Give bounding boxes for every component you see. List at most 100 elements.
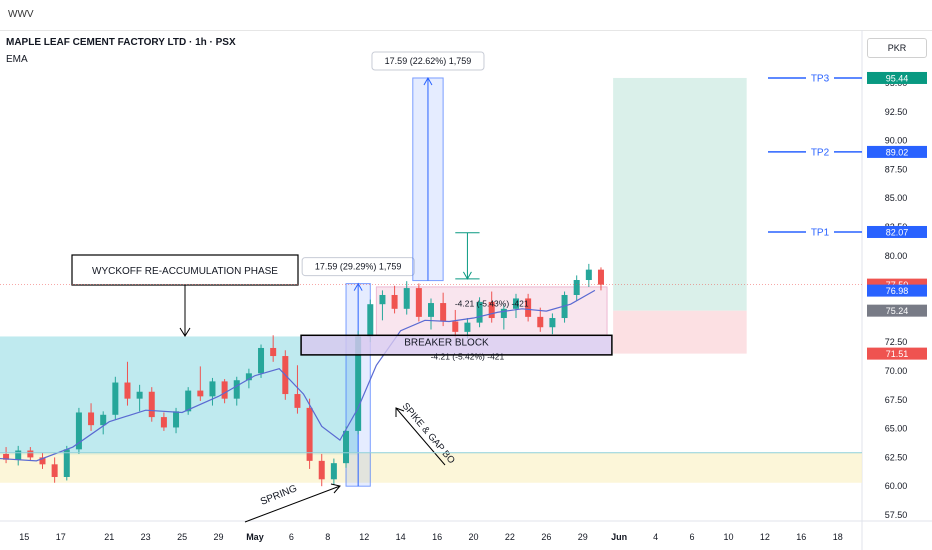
price-axis-tag-label-2: 82.07 (886, 227, 909, 237)
x-tick-label-6: May (246, 532, 264, 542)
candle-body-5 (63, 449, 70, 477)
symbol-tab[interactable]: WWV (8, 9, 34, 20)
x-tick-label-3: 23 (141, 532, 151, 542)
candle-body-36 (440, 303, 447, 322)
candle-body-43 (525, 298, 532, 317)
range-measure-label-2: -4.21 (-5.42%) -421 (431, 351, 505, 361)
price-axis-tag-5 (867, 304, 927, 317)
wyckoff-arrow-head (179, 327, 191, 337)
target-arrow-head (462, 271, 472, 280)
candle-body-44 (537, 316, 544, 328)
price-axis-tag-6 (867, 347, 927, 360)
x-tick-label-5: 29 (214, 532, 224, 542)
candle-body-39 (476, 301, 483, 323)
candle-body-11 (136, 391, 143, 399)
ema-line (0, 289, 596, 462)
candle-body-24 (294, 394, 301, 408)
y-tick-label-14: 92.50 (885, 107, 908, 117)
candle-body-2 (27, 450, 34, 458)
support-zone (0, 452, 862, 483)
candle-body-29 (355, 336, 362, 431)
target-label-bg-0 (806, 69, 834, 84)
top-toolbar: WWV (0, 0, 932, 31)
x-tick-label-20: 12 (760, 532, 770, 542)
candle-body-12 (148, 391, 155, 418)
currency-button[interactable]: PKR (867, 38, 927, 58)
x-tick-label-9: 12 (359, 532, 369, 542)
price-axis-tag-label-4: 76.98 (886, 286, 909, 296)
candle-body-41 (500, 308, 507, 319)
y-tick-label-11: 85.00 (885, 193, 908, 203)
y-tick-label-4: 67.50 (885, 395, 908, 405)
x-tick-label-16: Jun (611, 532, 627, 542)
measure-move-1-label: 17.59 (29.29%) 1,759 (315, 262, 402, 272)
candle-body-27 (330, 463, 337, 480)
candle-body-21 (258, 347, 265, 374)
x-tick-label-19: 10 (723, 532, 733, 542)
target-label-tp2: TP2 (811, 147, 830, 158)
y-tick-label-6: 72.50 (885, 337, 908, 347)
candle-body-0 (3, 453, 10, 460)
measure-move-1-label-box (301, 257, 415, 277)
indicator-label[interactable]: EMA (6, 54, 28, 65)
price-chart[interactable]: 17.59 (29.29%) 1,759 17.59 (22.62%) 1,759… (0, 30, 932, 550)
x-tick-label-1: 17 (56, 532, 66, 542)
x-tick-label-21: 16 (796, 532, 806, 542)
candle-body-31 (379, 294, 386, 305)
breaker-block-label: BREAKER BLOCK (404, 337, 489, 348)
x-tick-label-15: 29 (578, 532, 588, 542)
y-tick-label-5: 70.00 (885, 366, 908, 376)
x-tick-label-17: 4 (653, 532, 658, 542)
measure-move-1-arrow-head (353, 282, 363, 291)
candle-body-1 (15, 450, 22, 460)
wyckoff-phase-box (71, 254, 299, 286)
spike-arrow-head (395, 407, 405, 417)
stop-zone (613, 310, 747, 354)
price-axis-tag-0 (867, 71, 927, 84)
x-tick-label-22: 18 (833, 532, 843, 542)
x-tick-label-13: 22 (505, 532, 515, 542)
candle-body-33 (403, 288, 410, 309)
candle-body-40 (488, 301, 495, 319)
measure-move-2-label: 17.59 (22.62%) 1,759 (385, 56, 472, 66)
price-axis-tag-label-5: 75.24 (886, 306, 909, 316)
candle-body-16 (197, 390, 204, 397)
candle-body-25 (306, 407, 313, 461)
wyckoff-phase-label: WYCKOFF RE-ACCUMULATION PHASE (92, 266, 278, 277)
x-tick-label-0: 15 (19, 532, 29, 542)
y-tick-label-1: 60.00 (885, 481, 908, 491)
x-tick-label-18: 6 (690, 532, 695, 542)
candle-body-13 (160, 417, 167, 428)
candle-body-18 (221, 381, 228, 399)
x-tick-label-4: 25 (177, 532, 187, 542)
candle-body-28 (343, 430, 350, 464)
candle-body-48 (585, 269, 592, 281)
price-axis-tag-2 (867, 225, 927, 238)
y-tick-label-9: 80.00 (885, 251, 908, 261)
candle-body-15 (185, 390, 192, 412)
candle-body-20 (245, 373, 252, 381)
price-axis-tag-1 (867, 145, 927, 158)
y-tick-label-13: 90.00 (885, 136, 908, 146)
measure-move-2-label-box (371, 51, 485, 71)
candle-body-22 (270, 347, 277, 357)
candle-body-9 (112, 382, 119, 415)
candle-body-8 (100, 414, 107, 426)
candle-body-34 (415, 288, 422, 317)
price-axis-tag-label-6: 71.51 (886, 349, 909, 359)
x-tick-label-12: 20 (468, 532, 478, 542)
breaker-block-box (300, 334, 613, 356)
candle-body-49 (597, 269, 604, 285)
candle-body-7 (88, 412, 95, 426)
price-axis-tag-4 (867, 284, 927, 297)
symbol-title[interactable]: MAPLE LEAF CEMENT FACTORY LTD · 1h · PSX (6, 37, 236, 48)
target-zone (613, 77, 747, 311)
target-label-bg-1 (806, 143, 834, 158)
measure-move-2-arrow-head (423, 76, 433, 86)
x-tick-label-10: 14 (396, 532, 406, 542)
target-label-tp3: TP3 (811, 73, 830, 84)
spring-arrow-head (330, 483, 341, 494)
candle-body-30 (367, 304, 374, 337)
x-tick-label-2: 21 (104, 532, 114, 542)
candle-body-45 (549, 318, 556, 328)
